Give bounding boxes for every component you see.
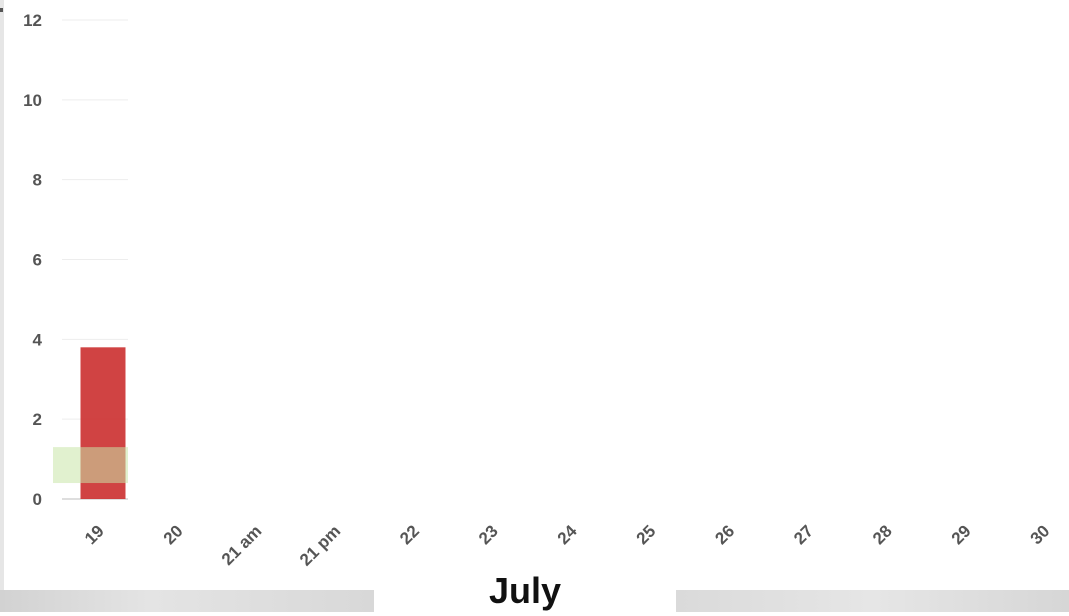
x-tick-label: 28 [869,521,896,548]
x-axis-ticks: 19 20 21 am 21 pm 22 23 24 25 26 27 28 29 30 [81,521,1053,570]
range-band [53,447,128,484]
x-tick-label: 24 [554,521,581,548]
x-tick-label: 19 [81,521,108,548]
bottom-band-left [0,590,374,612]
bottom-band-right [676,590,1069,612]
y-axis-ticks: 0 2 4 6 8 10 12 [23,11,42,509]
y-tick-label: 8 [33,171,42,190]
y-tick-label: 2 [33,410,42,429]
x-tick-label: 29 [948,521,975,548]
x-axis-title: July [488,570,562,611]
x-tick-label: 30 [1027,521,1054,548]
y-tick-label: 0 [33,490,42,509]
x-tick-label: 20 [160,521,187,548]
left-edge-strip [0,0,4,590]
x-tick-label: 27 [790,521,817,548]
x-tick-label: 21 pm [296,521,344,569]
corner-mark [0,8,3,12]
y-tick-label: 12 [23,11,42,30]
range-band-rect [53,447,128,484]
x-tick-label: 23 [475,521,502,548]
x-tick-label: 25 [633,521,660,548]
y-tick-label: 6 [33,251,42,270]
y-tick-label: 4 [33,330,43,349]
y-tick-label: 10 [23,91,42,110]
x-tick-label: 26 [711,521,738,548]
x-tick-label: 22 [396,521,423,548]
x-tick-label: 21 am [218,521,266,569]
